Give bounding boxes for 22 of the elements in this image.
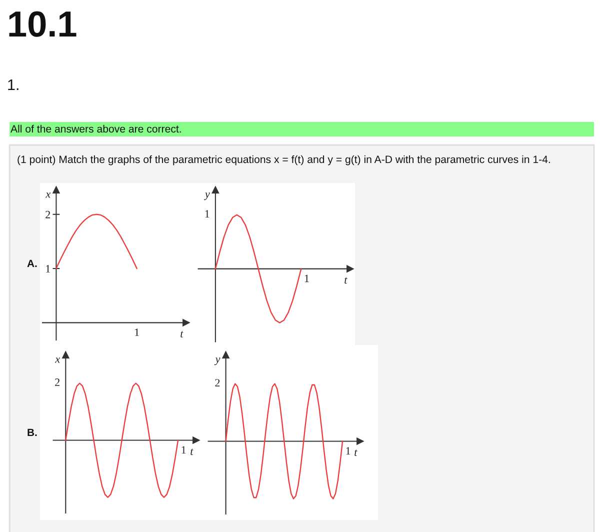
text: 1. (8, 79, 18, 90)
text: A. (27, 260, 37, 267)
text: 2 (215, 379, 220, 386)
y-axis-title: y (204, 192, 210, 200)
text: B. (28, 428, 37, 436)
text: (1 point) Match the graphs of the parametric equations x = f(t) and y = g(t) in A-D with the parametric curves in 1-4. (18, 155, 550, 166)
y-axis-title: x (46, 192, 51, 198)
text: 1 (182, 446, 186, 454)
text: 1 (346, 447, 350, 455)
text: All of the answers above are correct. (10, 124, 181, 133)
y-axis-title: y (214, 358, 220, 366)
line-series (56, 214, 138, 270)
text: 1 (304, 274, 309, 282)
x-axis-title: t (354, 450, 358, 456)
y-axis-title: x (55, 358, 60, 363)
text: 1 (205, 210, 210, 218)
text: 2 (55, 378, 60, 386)
x-axis-title: t (344, 277, 348, 284)
x-axis-title: t (180, 331, 184, 338)
x-axis-title: t (190, 448, 194, 456)
text: 10.1 (9, 11, 76, 37)
annotation: 1 (135, 328, 139, 336)
